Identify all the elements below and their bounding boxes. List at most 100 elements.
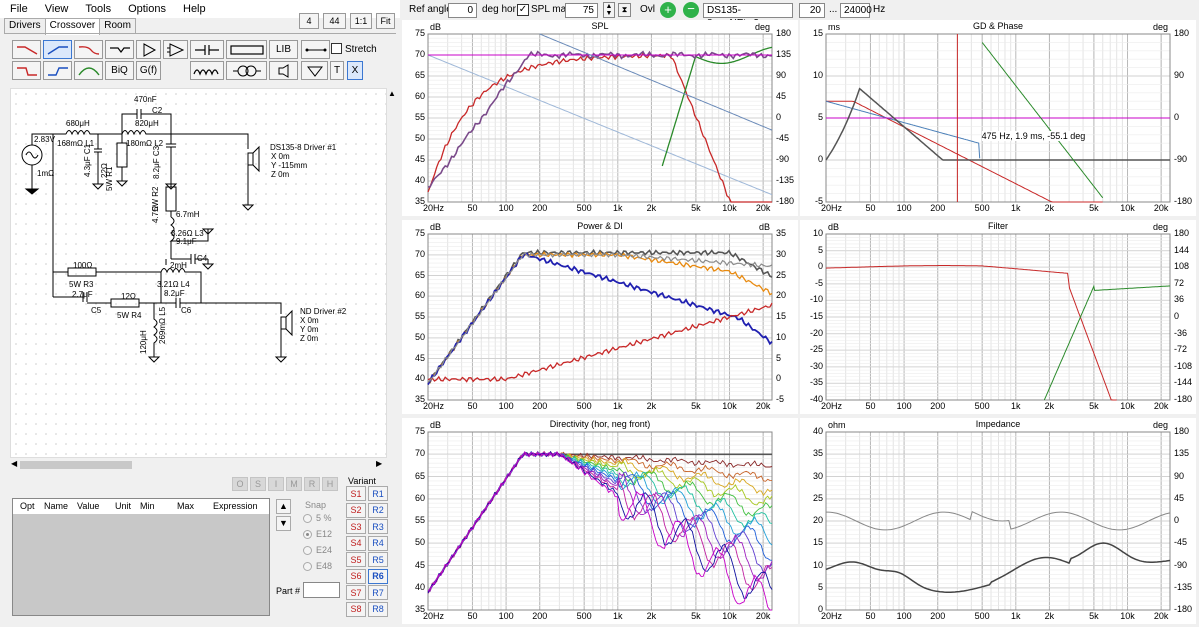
variant-button-r4[interactable]: R4: [368, 535, 388, 551]
stretch-checkbox[interactable]: [331, 43, 342, 54]
opt-button-m[interactable]: M: [286, 477, 302, 491]
variant-button-s5[interactable]: S5: [346, 552, 366, 567]
driver-icon[interactable]: [269, 61, 298, 80]
notch-icon[interactable]: [105, 40, 134, 59]
spl-max-checkbox[interactable]: ✓: [517, 4, 529, 16]
parameter-table[interactable]: [12, 498, 270, 616]
tab-drivers[interactable]: Drivers: [4, 18, 46, 34]
snap-radio-5[interactable]: [303, 514, 312, 523]
spl-max-spinner[interactable]: ▲ ▼: [603, 2, 615, 18]
t-button[interactable]: T: [330, 61, 344, 80]
variant-button-s7[interactable]: S7: [346, 585, 366, 600]
spl-max-input[interactable]: 75: [565, 3, 598, 18]
scrollbar-thumb[interactable]: [20, 461, 132, 469]
lowpass-red-icon[interactable]: [12, 61, 41, 80]
column-header-max[interactable]: Max: [177, 501, 195, 511]
column-header-name[interactable]: Name: [44, 501, 69, 511]
scroll-left-icon[interactable]: ◀: [11, 459, 18, 468]
graph-spl[interactable]: SPL dB deg 75 70 65 60 55 50 45 40 35 180 135 90 45 0 -45…: [402, 20, 798, 216]
gf-button[interactable]: G(f): [136, 61, 161, 80]
graph-gd[interactable]: GD & Phase ms deg 15 10 5 0 -5 180 90 0 -90 -180 20Hz…: [800, 20, 1196, 216]
x-button[interactable]: X: [347, 61, 363, 80]
variant-button-s6[interactable]: S6: [346, 568, 366, 584]
graph-impedance[interactable]: Impedance ohm deg 40 35 30 25 20 15 10 5 0 180 135 90 4…: [800, 418, 1196, 624]
menu-help[interactable]: Help: [183, 3, 206, 15]
opt-button-s[interactable]: S: [250, 477, 266, 491]
wire-icon[interactable]: [301, 40, 330, 59]
remove-icon[interactable]: −: [683, 2, 699, 18]
graph-filter[interactable]: Filter dB deg 10 5 0 -5 -10 -15 -20 -25 -30 -35 -40 18…: [800, 220, 1196, 414]
zoom-button-1[interactable]: 44: [323, 13, 346, 29]
highpass-1st-icon[interactable]: [43, 40, 72, 59]
lib-button[interactable]: LIB: [269, 40, 298, 59]
variant-button-r2[interactable]: R2: [368, 502, 388, 518]
capacitor-icon[interactable]: [190, 40, 224, 59]
schematic-label-d1x: X 0m: [271, 152, 290, 161]
variant-button-r6[interactable]: R6: [368, 568, 388, 584]
y-left-tick-label: 50: [414, 133, 425, 143]
inductor-icon[interactable]: [190, 61, 224, 80]
bandpass-icon[interactable]: [74, 61, 103, 80]
ground-icon[interactable]: [301, 61, 328, 80]
menu-view[interactable]: View: [44, 3, 69, 15]
add-icon[interactable]: +: [660, 2, 676, 18]
menu-options[interactable]: Options: [128, 3, 166, 15]
scroll-right-icon[interactable]: ▶: [376, 459, 383, 468]
graph-directivity[interactable]: Directivity (hor, neg front) dB 75 70 65 60 55…: [402, 418, 798, 624]
column-header-min[interactable]: Min: [140, 501, 155, 511]
variant-button-s4[interactable]: S4: [346, 535, 366, 551]
graph-power[interactable]: Power & DI dB dB 75 70 65 60 55 50 45 40 35 35 30 25 20…: [402, 220, 798, 414]
y-left-tick-label: 60: [414, 91, 425, 101]
resistor-icon[interactable]: [226, 40, 267, 59]
buffer-icon[interactable]: [136, 40, 161, 59]
variant-button-s8[interactable]: S8: [346, 601, 366, 617]
ref-angle-input[interactable]: 0: [448, 3, 477, 18]
transformer-icon[interactable]: [226, 61, 267, 80]
column-header-unit[interactable]: Unit: [115, 501, 132, 511]
menu-file[interactable]: File: [10, 3, 28, 15]
schematic-canvas[interactable]: 2.83V 1mΩ 680μH 168mΩ L1 4.3μF C1 22Ω 470nF C2 8…: [10, 88, 387, 458]
opt-button-r[interactable]: R: [304, 477, 320, 491]
part-number-input[interactable]: [303, 582, 340, 598]
schematic-vertical-scrollbar[interactable]: [387, 88, 397, 458]
x-tick-label: 5k: [691, 611, 701, 621]
scroll-up-icon[interactable]: ▲: [388, 89, 396, 98]
snap-radio-E48[interactable]: [303, 562, 312, 571]
variant-button-r3[interactable]: R3: [368, 519, 388, 534]
opt-button-h[interactable]: H: [322, 477, 338, 491]
biq-button[interactable]: BiQ: [105, 61, 134, 80]
opt-button-o[interactable]: O: [232, 477, 248, 491]
y-left-tick-label: 5: [817, 244, 823, 255]
spl-max-stepper-icon[interactable]: ⧗: [618, 3, 631, 17]
snap-radio-E12[interactable]: [303, 530, 312, 539]
variant-button-r7[interactable]: R7: [368, 585, 388, 600]
lowpass-1st-icon[interactable]: [12, 40, 41, 59]
menu-tools[interactable]: Tools: [85, 3, 112, 15]
y-right-tick-label: -180: [1174, 604, 1193, 614]
x-tick-label: 20k: [755, 203, 771, 213]
variant-button-r8[interactable]: R8: [368, 601, 388, 617]
move-up-button[interactable]: ▲: [276, 499, 291, 514]
opt-button-i[interactable]: I: [268, 477, 284, 491]
freq-high-input[interactable]: 24000: [840, 3, 872, 18]
highpass-blue-icon[interactable]: [43, 61, 72, 80]
lowpass-2nd-icon[interactable]: [74, 40, 103, 59]
zoom-button-2[interactable]: 1:1: [350, 13, 372, 29]
variant-button-s2[interactable]: S2: [346, 502, 366, 518]
column-header-value[interactable]: Value: [77, 501, 100, 511]
zoom-button-0[interactable]: 4: [299, 13, 319, 29]
x-tick-label: 200: [930, 611, 946, 621]
column-header-expression[interactable]: Expression: [213, 501, 258, 511]
column-header-opt[interactable]: Opt: [20, 501, 35, 511]
variant-button-s1[interactable]: S1: [346, 486, 366, 501]
freq-low-input[interactable]: 20: [799, 3, 825, 18]
opamp-icon[interactable]: [163, 40, 188, 59]
snap-radio-E24[interactable]: [303, 546, 312, 555]
variant-button-r5[interactable]: R5: [368, 552, 388, 567]
tab-room[interactable]: Room: [99, 18, 136, 34]
variant-button-r1[interactable]: R1: [368, 486, 388, 501]
variant-button-s3[interactable]: S3: [346, 519, 366, 534]
zoom-button-3[interactable]: Fit: [376, 13, 395, 29]
move-down-button[interactable]: ▼: [276, 516, 291, 531]
project-name-field[interactable]: DS135-8_+_NEtw3: [703, 3, 793, 29]
